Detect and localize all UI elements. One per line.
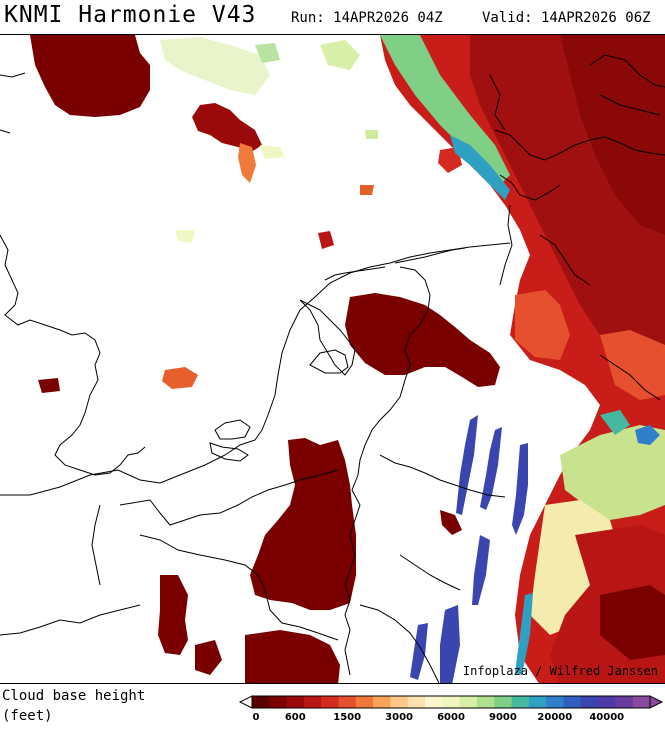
legend-tick-label: 6000 — [437, 712, 465, 723]
legend-swatch — [563, 696, 582, 708]
legend-swatch — [355, 696, 374, 708]
legend-tick-label: 9000 — [489, 712, 517, 723]
legend-tick-label: 0 — [253, 712, 260, 723]
legend-ticks: 0 600 1500 3000 6000 9000 20000 40000 — [253, 712, 625, 723]
map-title: KNMI Harmonie V43 — [4, 2, 257, 28]
legend-title-line2: (feet) — [2, 708, 53, 724]
coastlines-borders — [0, 54, 665, 683]
low-cloud-areas — [30, 35, 500, 683]
forecast-map: Infoplaza / Wilfred Janssen — [0, 34, 665, 684]
legend-arrow-right — [649, 695, 664, 709]
legend-swatch — [338, 696, 357, 708]
legend-arrow-left — [238, 695, 253, 709]
valid-time: Valid: 14APR2026 06Z — [482, 10, 651, 26]
high-cloud-streaks — [410, 415, 533, 683]
map-credit: Infoplaza / Wilfred Janssen — [463, 664, 658, 678]
color-legend: 0 600 1500 3000 6000 9000 20000 40000 — [238, 695, 664, 723]
scattered-cloud-flecks — [160, 37, 378, 243]
legend-swatch — [528, 696, 547, 708]
legend-tick-label: 1500 — [333, 712, 361, 723]
run-time: Run: 14APR2026 04Z — [291, 10, 443, 26]
legend-title: Cloud base height (feet) — [2, 686, 145, 726]
legend-frame — [251, 695, 651, 709]
legend-title-line1: Cloud base height — [2, 688, 146, 704]
legend-swatch — [373, 696, 391, 708]
legend-tick-label: 600 — [285, 712, 306, 723]
legend-swatch — [546, 696, 564, 708]
legend-swatch — [511, 696, 530, 708]
footer: Cloud base height (feet) 0 600 1500 3000 600… — [0, 684, 665, 735]
eastern-cloud-band — [380, 35, 665, 683]
legend-swatch — [580, 696, 599, 708]
legend-swatch — [459, 696, 478, 708]
legend-tick-label: 40000 — [589, 712, 624, 723]
legend-swatch — [407, 696, 426, 708]
legend-swatch — [269, 696, 288, 708]
legend-swatch — [476, 696, 495, 708]
legend-swatch — [425, 696, 443, 708]
legend-swatches — [238, 695, 664, 709]
legend-swatch — [303, 696, 322, 708]
legend-swatch — [442, 696, 461, 708]
legend-swatch — [598, 696, 616, 708]
mid-low-cloud-areas — [162, 143, 374, 389]
legend-swatch — [390, 696, 409, 708]
legend-swatch — [494, 696, 513, 708]
legend-swatch — [252, 696, 270, 708]
legend-swatch — [286, 696, 305, 708]
legend-tick-label: 3000 — [385, 712, 413, 723]
map-canvas: Infoplaza / Wilfred Janssen — [0, 35, 665, 683]
header: KNMI Harmonie V43 Run: 14APR2026 04Z Val… — [0, 0, 665, 34]
legend-swatch — [632, 696, 651, 708]
legend-swatch — [615, 696, 634, 708]
legend-swatch — [321, 696, 340, 708]
legend-tick-label: 20000 — [537, 712, 572, 723]
